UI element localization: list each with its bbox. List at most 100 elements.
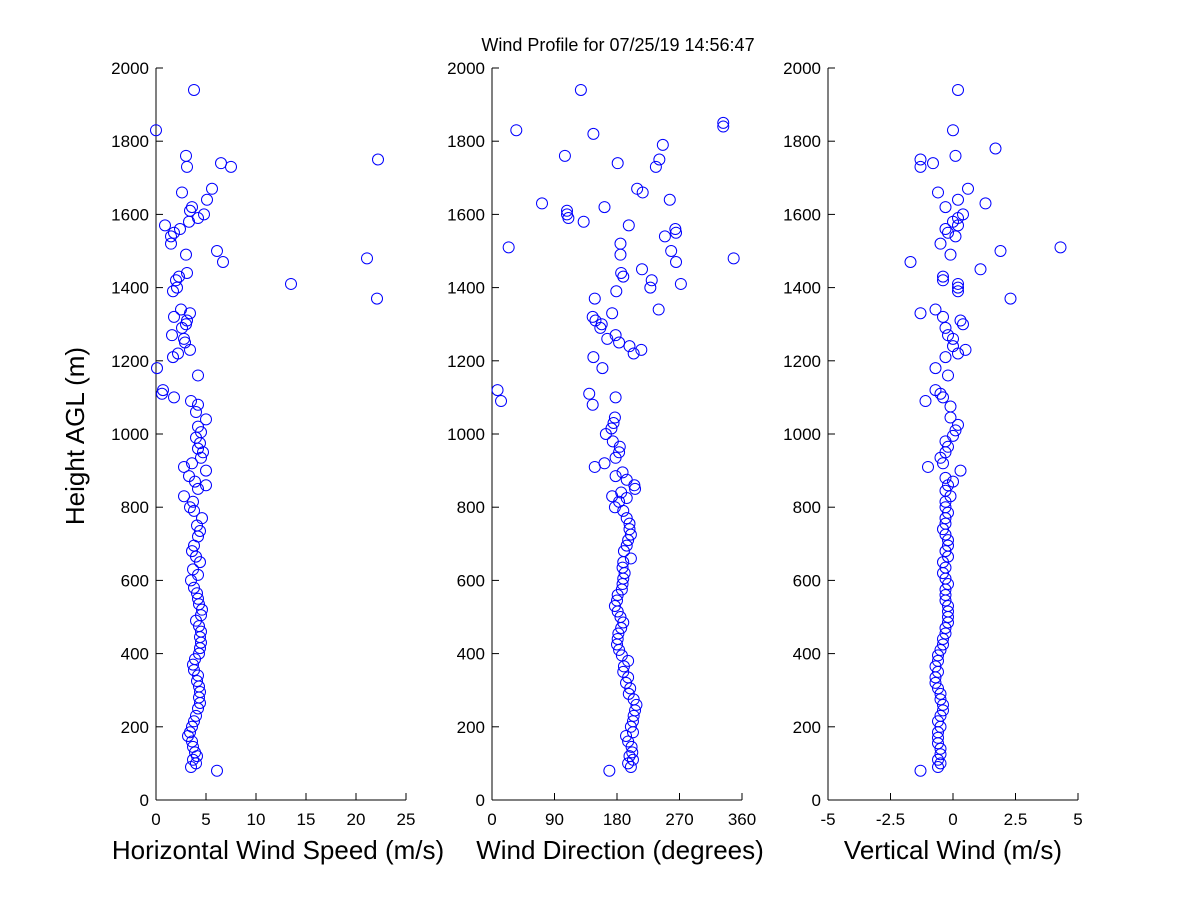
- data-point: [561, 204, 573, 217]
- data-point: [178, 490, 190, 503]
- data-point: [187, 563, 199, 576]
- data-point: [184, 501, 196, 514]
- data-point: [932, 649, 944, 662]
- data-point: [929, 676, 942, 689]
- data-point: [190, 709, 202, 722]
- data-point: [181, 266, 193, 279]
- data-point: [192, 482, 204, 495]
- data-point: [150, 124, 162, 137]
- data-point: [588, 292, 601, 305]
- data-point: [195, 625, 207, 638]
- data-point: [934, 643, 947, 656]
- x-axis-label: Vertical Wind (m/s): [844, 835, 1062, 865]
- y-tick-label: 200: [793, 718, 821, 737]
- data-point: [942, 440, 954, 453]
- data-point: [932, 186, 944, 199]
- data-point: [937, 638, 949, 651]
- x-tick-label: -2.5: [876, 810, 905, 829]
- data-point: [215, 157, 227, 170]
- data-point: [188, 581, 200, 594]
- data-point: [656, 138, 669, 151]
- data-point: [932, 682, 944, 695]
- data-point: [932, 731, 944, 744]
- data-point: [616, 466, 629, 479]
- y-tick-label: 200: [457, 718, 485, 737]
- data-point: [942, 506, 954, 519]
- data-point: [206, 182, 218, 195]
- data-point: [932, 753, 944, 766]
- data-point: [198, 208, 210, 221]
- data-point: [185, 395, 197, 408]
- data-point: [939, 223, 952, 236]
- data-point: [914, 160, 927, 173]
- x-tick-label: 15: [297, 810, 316, 829]
- data-point: [195, 451, 207, 464]
- data-point: [187, 740, 199, 753]
- data-point: [979, 197, 992, 210]
- data-point: [942, 578, 954, 591]
- data-point: [1004, 292, 1017, 305]
- data-point: [947, 124, 959, 137]
- data-point: [937, 457, 949, 470]
- data-point: [627, 347, 640, 360]
- data-point: [914, 764, 927, 777]
- data-point: [623, 523, 636, 536]
- data-point: [191, 675, 203, 688]
- data-point: [617, 616, 630, 629]
- data-point: [670, 226, 683, 239]
- y-tick-label: 400: [121, 645, 149, 664]
- data-point: [927, 157, 939, 170]
- data-point: [649, 160, 662, 173]
- y-tick-label: 600: [121, 571, 149, 590]
- data-point: [201, 193, 213, 206]
- data-point: [574, 83, 587, 96]
- data-point: [611, 594, 623, 607]
- y-axis-label: Height AGL (m): [60, 347, 90, 525]
- data-point: [989, 142, 1002, 155]
- data-point: [187, 495, 199, 508]
- data-point: [934, 687, 947, 700]
- data-point: [717, 120, 730, 133]
- data-point: [606, 435, 619, 448]
- data-point: [536, 197, 548, 210]
- data-point: [620, 539, 633, 552]
- data-point: [937, 274, 949, 287]
- y-tick-label: 600: [793, 571, 821, 590]
- data-point: [608, 411, 621, 424]
- data-point: [954, 464, 967, 477]
- y-tick-label: 0: [140, 791, 149, 810]
- data-point: [937, 632, 949, 645]
- y-tick-label: 0: [476, 791, 485, 810]
- data-point: [939, 621, 952, 634]
- data-point: [939, 517, 952, 530]
- data-point: [947, 429, 959, 442]
- data-point: [189, 746, 201, 759]
- data-point: [211, 245, 223, 257]
- data-point: [211, 764, 223, 777]
- data-point: [361, 252, 373, 265]
- data-point: [589, 314, 602, 327]
- data-point: [952, 281, 964, 294]
- y-tick-label: 1600: [111, 205, 149, 224]
- data-point: [586, 310, 599, 323]
- y-tick-label: 800: [793, 498, 821, 517]
- data-point: [937, 310, 949, 323]
- x-tick-label: 2.5: [1004, 810, 1028, 829]
- x-tick-label: 0: [948, 810, 957, 829]
- y-tick-label: 2000: [783, 59, 821, 78]
- data-point: [608, 600, 621, 613]
- data-point: [200, 479, 212, 492]
- data-point: [957, 318, 969, 331]
- data-point: [914, 307, 927, 320]
- data-point: [962, 182, 974, 195]
- data-point: [932, 654, 944, 667]
- data-point: [166, 329, 178, 342]
- data-point: [609, 470, 622, 483]
- data-point: [937, 698, 949, 711]
- data-point: [192, 212, 204, 225]
- data-point: [178, 460, 190, 473]
- data-point: [635, 343, 648, 356]
- x-tick-label: 0: [487, 810, 496, 829]
- data-point: [914, 153, 927, 166]
- figure-title: Wind Profile for 07/25/19 14:56:47: [481, 35, 754, 55]
